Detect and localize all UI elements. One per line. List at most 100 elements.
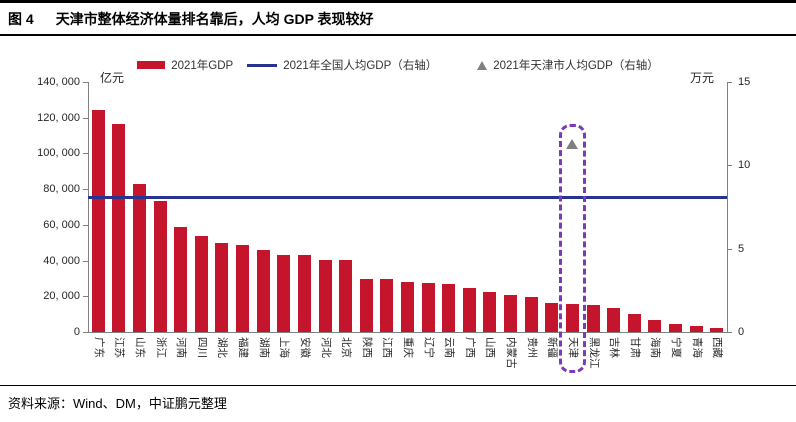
x-axis-label: 新疆 [546,337,559,358]
tianjin-highlight-box [558,124,586,373]
tianjin-marker-icon [566,138,579,149]
legend-item-tianjin-per-capita: 2021年天津市人均GDP（右轴） [477,57,659,73]
left-tick [83,224,88,226]
x-axis-label: 湖南 [257,337,270,358]
figure-header: 图 4 天津市整体经济体量排名靠后，人均 GDP 表现较好 [8,9,374,29]
legend-label: 2021年天津市人均GDP（右轴） [493,60,659,72]
x-axis-label: 四川 [195,337,208,358]
right-tick-label: 0 [738,326,745,338]
gdp-bar [318,259,332,332]
y-axis-right [727,82,728,332]
x-axis-label: 湖北 [216,337,229,358]
right-tick [727,332,732,333]
x-axis-label: 甘肃 [628,337,641,358]
gdp-bar [194,235,208,332]
legend-label: 2021年GDP [171,60,234,72]
right-tick-label: 5 [738,242,745,255]
left-tick [83,153,88,155]
x-axis-label: 黑龙江 [587,337,600,369]
gdp-bar [462,287,476,332]
left-tick-label: 80, 000 [43,183,80,196]
gdp-bar [710,328,724,332]
national-per-capita-line [88,195,727,199]
gdp-bar [607,308,621,332]
line-swatch-icon [247,63,278,67]
x-axis-label: 安徽 [298,337,311,358]
x-axis-label: 陕西 [360,337,373,358]
gdp-bar [648,320,662,332]
x-axis-label: 广西 [463,337,476,358]
left-tick-label: 20, 000 [43,290,80,303]
footer-divider [0,385,796,386]
left-tick-label: 120, 000 [37,111,80,124]
y-axis-left [88,82,89,332]
gdp-bar [421,282,435,332]
x-axis-label: 上海 [278,337,291,358]
gdp-bar [689,326,703,332]
source-note: 资料来源：Wind、DM，中证鹏元整理 [8,396,227,411]
gdp-bar [133,183,147,332]
x-axis-label: 吉林 [608,337,621,358]
gdp-bar [236,244,250,332]
x-axis-label: 辽宁 [422,337,435,358]
triangle-swatch-icon [477,60,488,70]
left-tick-label: 0 [73,326,80,338]
gdp-bar [483,291,497,332]
gdp-bar [586,305,600,332]
x-axis-label: 内蒙古 [505,337,518,369]
gdp-bar [91,109,105,332]
gdp-bar [565,303,579,332]
left-tick [83,189,88,191]
chart-legend: 2021年GDP 2021年全国人均GDP（右轴） 2021年天津市人均GDP（… [0,57,796,73]
x-axis-label: 江苏 [113,337,126,358]
left-tick [83,117,88,119]
x-axis-label: 河南 [175,337,188,358]
gdp-bar [401,282,414,332]
gdp-bar [112,124,126,332]
x-axis-label: 云南 [443,337,456,358]
figure-title: 天津市整体经济体量排名靠后，人均 GDP 表现较好 [55,11,374,27]
gdp-bar [153,200,167,332]
right-tick [727,248,732,250]
left-tick [83,82,88,83]
left-tick [83,260,88,262]
gdp-bar [668,323,682,332]
gdp-bar [277,254,291,332]
left-tick [83,296,88,298]
x-axis-label: 宁夏 [669,337,682,358]
left-tick-label: 140, 000 [37,76,80,88]
gdp-bar [174,226,188,332]
legend-item-gdp: 2021年GDP [137,57,233,73]
gdp-bar [380,279,394,332]
gdp-bar [215,242,229,332]
gdp-bar [339,260,353,332]
x-axis-label: 贵州 [525,337,538,358]
x-axis-label: 河北 [319,337,332,358]
right-tick-label: 15 [738,76,751,88]
gdp-bar [627,313,641,332]
x-axis-label: 广东 [92,337,105,358]
bar-swatch-icon [137,61,166,69]
x-axis [88,332,728,333]
x-axis-label: 北京 [340,337,353,358]
figure-number: 图 4 [8,11,34,27]
gdp-bar [524,297,538,332]
title-divider [0,34,796,36]
x-axis-label: 海南 [649,337,662,358]
gdp-bar [504,295,518,332]
x-axis-label: 浙江 [154,337,167,358]
top-divider [0,0,796,3]
gdp-bar [545,303,559,332]
left-tick [83,332,88,333]
x-axis-label: 山西 [484,337,497,358]
left-tick-label: 60, 000 [43,218,80,231]
legend-item-national-per-capita: 2021年全国人均GDP（右轴） [247,57,437,73]
left-axis-unit: 亿元 [100,71,125,85]
right-tick [727,82,732,83]
x-axis-label: 山东 [134,337,147,358]
legend-label: 2021年全国人均GDP（右轴） [283,60,438,72]
x-axis-label: 西藏 [711,337,724,358]
left-tick-label: 40, 000 [43,254,80,267]
